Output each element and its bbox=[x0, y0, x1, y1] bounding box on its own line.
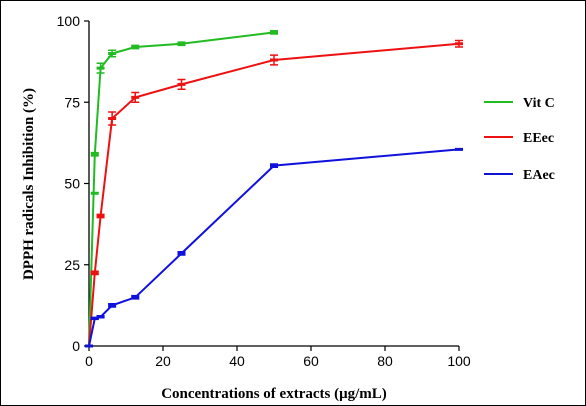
x-tick-label: 80 bbox=[377, 353, 393, 369]
data-point bbox=[96, 214, 105, 218]
data-point bbox=[270, 30, 278, 34]
y-tick-label: 100 bbox=[57, 13, 81, 29]
legend-item: EEec bbox=[484, 131, 554, 146]
series-line bbox=[88, 148, 460, 347]
series-eaec bbox=[85, 147, 463, 348]
data-point bbox=[108, 117, 117, 120]
series-vit-c bbox=[85, 30, 278, 348]
x-tick-label: 100 bbox=[447, 353, 471, 369]
data-point bbox=[270, 58, 278, 62]
data-point bbox=[90, 271, 99, 275]
x-tick-label: 60 bbox=[303, 353, 319, 369]
x-tick-label: 0 bbox=[85, 353, 93, 369]
legend-item: Vit C bbox=[484, 96, 555, 111]
data-point bbox=[90, 191, 99, 195]
data-point bbox=[455, 42, 463, 46]
data-point bbox=[90, 152, 99, 156]
x-tick-label: 40 bbox=[229, 353, 245, 369]
data-point bbox=[90, 316, 99, 320]
y-tick-label: 25 bbox=[64, 257, 80, 273]
data-point bbox=[96, 315, 105, 319]
axes: 0 25 50 75 100 0 20 40 60 80 100 bbox=[57, 13, 471, 369]
x-axis-title: Concentrations of extracts (μg/mL) bbox=[161, 386, 387, 402]
data-point bbox=[85, 344, 93, 348]
legend-item: EAec bbox=[484, 168, 555, 183]
data-point bbox=[177, 42, 186, 46]
data-point bbox=[131, 45, 140, 49]
series-line bbox=[88, 42, 460, 347]
data-point bbox=[131, 95, 140, 99]
series-eeec bbox=[85, 39, 463, 348]
data-point bbox=[108, 303, 117, 307]
y-tick-label: 75 bbox=[64, 94, 80, 110]
series-layer bbox=[85, 30, 463, 348]
data-point bbox=[177, 251, 186, 255]
data-point bbox=[96, 66, 105, 70]
data-point bbox=[131, 295, 140, 299]
y-tick-label: 50 bbox=[64, 176, 80, 192]
data-point bbox=[177, 82, 186, 86]
y-axis-title: DPPH radicals Inhibition (%) bbox=[21, 88, 37, 280]
legend: Vit C EEec EAec bbox=[484, 96, 555, 183]
data-point bbox=[108, 52, 117, 55]
data-point bbox=[455, 147, 463, 151]
legend-label: Vit C bbox=[523, 96, 555, 111]
data-point bbox=[270, 164, 278, 168]
legend-label: EAec bbox=[523, 168, 555, 183]
y-tick-label: 0 bbox=[72, 338, 80, 354]
x-tick-label: 20 bbox=[155, 353, 171, 369]
legend-label: EEec bbox=[523, 131, 554, 146]
